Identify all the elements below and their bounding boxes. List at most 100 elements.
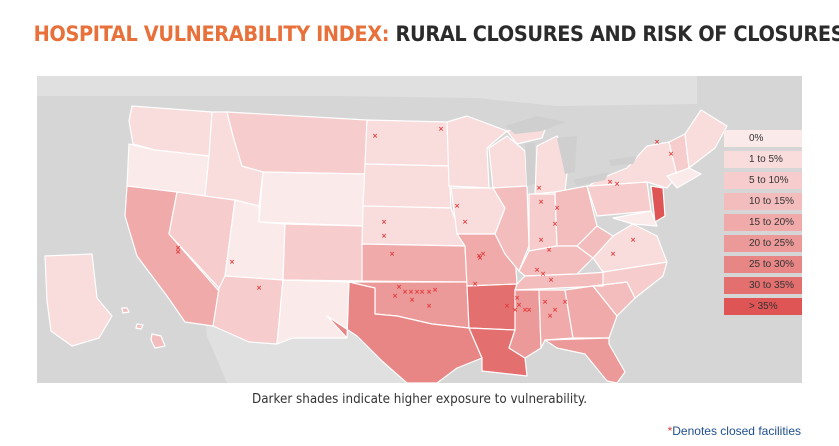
state-illinois: [492, 185, 530, 272]
closure-marker-icon: ×: [526, 306, 532, 314]
state-kentucky: [518, 245, 594, 277]
closure-marker-icon: ×: [462, 218, 468, 226]
closure-marker-icon: ×: [554, 204, 560, 212]
legend-item-3: 10 to 15%: [724, 193, 804, 211]
closure-marker-icon: ×: [552, 306, 558, 314]
closure-marker-icon: ×: [610, 250, 616, 258]
closure-marker-icon: ×: [668, 150, 674, 158]
closure-marker-icon: ×: [547, 312, 553, 320]
closure-marker-icon: ×: [175, 248, 181, 256]
closure-marker-icon: ×: [514, 294, 520, 302]
state-minnesota: [446, 115, 508, 189]
closure-marker-icon: ×: [256, 284, 262, 292]
closure-marker-icon: ×: [552, 220, 558, 228]
lake-ontario: [609, 156, 637, 166]
title-highlight: HOSPITAL VULNERABILITY INDEX:: [33, 22, 390, 46]
closure-marker-icon: ×: [504, 302, 510, 310]
closure-marker-icon: ×: [480, 250, 486, 258]
legend-swatch: [724, 277, 802, 294]
state-kansas: [361, 243, 468, 283]
closure-marker-icon: ×: [538, 236, 544, 244]
closure-marker-icon: ×: [432, 286, 438, 294]
us-map: × × × × × × × × × × × × × × × × × × × × × × × × × × × × × × × × × × × × × × × ×…: [37, 76, 802, 383]
state-georgia: [564, 285, 618, 339]
closure-marker-icon: ×: [426, 288, 432, 296]
lake-superior: [505, 116, 565, 134]
legend-swatch: [724, 214, 802, 231]
closure-marker-icon: ×: [438, 125, 444, 133]
legend-label: > 35%: [749, 301, 778, 312]
legend-item-6: 25 to 30%: [724, 256, 804, 274]
closure-marker-icon: ×: [534, 266, 540, 274]
closure-marker-icon: ×: [175, 244, 181, 252]
legend-swatch: [724, 298, 802, 315]
legend-label: 1 to 5%: [749, 154, 783, 165]
closure-marker-icon: ×: [516, 301, 522, 309]
legend-item-4: 15 to 20%: [724, 214, 804, 232]
state-new-mexico: [276, 279, 350, 345]
state-north-dakota: [364, 119, 450, 167]
closure-marker-icon: ×: [522, 306, 528, 314]
legend-item-8: > 35%: [724, 298, 804, 316]
lake-erie: [573, 172, 609, 186]
closure-marker-icon: ×: [396, 283, 402, 291]
legend-label: 0%: [749, 133, 764, 144]
legend-label: 10 to 15%: [749, 196, 795, 207]
state-new-york: [588, 141, 678, 189]
legend-label: 30 to 35%: [749, 280, 795, 291]
closure-marker-icon: ×: [426, 302, 432, 310]
page-title: HOSPITAL VULNERABILITY INDEX: RURAL CLOS…: [33, 22, 839, 46]
closure-marker-icon: ×: [614, 180, 620, 188]
closure-marker-icon: ×: [389, 250, 395, 258]
legend-item-1: 1 to 5%: [724, 151, 804, 169]
closure-marker-icon: ×: [454, 202, 460, 210]
state-florida: [544, 337, 626, 383]
closure-marker-icon: ×: [512, 306, 518, 314]
legend-item-0: 0%: [724, 130, 804, 148]
legend-label: 15 to 20%: [749, 217, 795, 228]
closure-marker-icon: ×: [414, 288, 420, 296]
legend-swatch: [724, 235, 802, 252]
closure-marker-icon: ×: [409, 296, 415, 304]
legend-swatch: [724, 151, 802, 168]
closure-marker-icon: ×: [408, 288, 414, 296]
state-texas: [326, 281, 483, 383]
closure-marker-icon: ×: [472, 280, 478, 288]
legend-item-5: 20 to 25%: [724, 235, 804, 253]
state-hawaii: [121, 307, 166, 349]
closure-marker-icon: ×: [630, 236, 636, 244]
closure-marker-icon: ×: [654, 138, 660, 146]
lake-michigan: [525, 142, 535, 186]
legend-label: 5 to 10%: [749, 175, 789, 186]
legend-swatch: [724, 172, 802, 189]
state-alaska: [44, 253, 113, 347]
map-caption: Darker shades indicate higher exposure t…: [252, 392, 588, 407]
closure-marker-icon: ×: [538, 198, 544, 206]
closure-markers: ×××× ××××××× ×× × ××× × ×××××××× ××××× ×××××××××…: [175, 125, 674, 320]
map-canvas: ×××× ××××××× ×× × ××× × ×××××××× ××××× ×××××××××…: [37, 76, 728, 383]
state-montana: [226, 111, 368, 175]
state-colorado: [282, 223, 364, 282]
state-south-dakota: [362, 163, 452, 209]
state-wyoming: [258, 171, 366, 227]
closure-marker-icon: ×: [542, 298, 548, 306]
state-nebraska: [361, 205, 466, 247]
closure-marker-icon: ×: [381, 218, 387, 226]
closure-marker-icon: ×: [392, 292, 398, 300]
closure-marker-icon: ×: [381, 232, 387, 240]
closure-marker-icon: ×: [546, 246, 552, 254]
closure-marker-icon: ×: [372, 132, 378, 140]
state-wisconsin: [488, 135, 528, 189]
legend-label: 20 to 25%: [749, 238, 795, 249]
footnote: *Denotes closed facilities: [668, 424, 801, 438]
legend-label: 25 to 30%: [749, 259, 795, 270]
state-maine: [684, 109, 728, 169]
closure-marker-icon: ×: [607, 178, 613, 186]
canada-region: [37, 76, 697, 106]
closure-marker-icon: ×: [548, 276, 554, 284]
title-main: RURAL CLOSURES AND RISK OF CLOSURES: [395, 22, 839, 46]
legend-item-2: 5 to 10%: [724, 172, 804, 190]
closure-marker-icon: ×: [536, 184, 542, 192]
closure-marker-icon: ×: [562, 298, 568, 306]
closure-marker-icon: ×: [476, 252, 482, 260]
